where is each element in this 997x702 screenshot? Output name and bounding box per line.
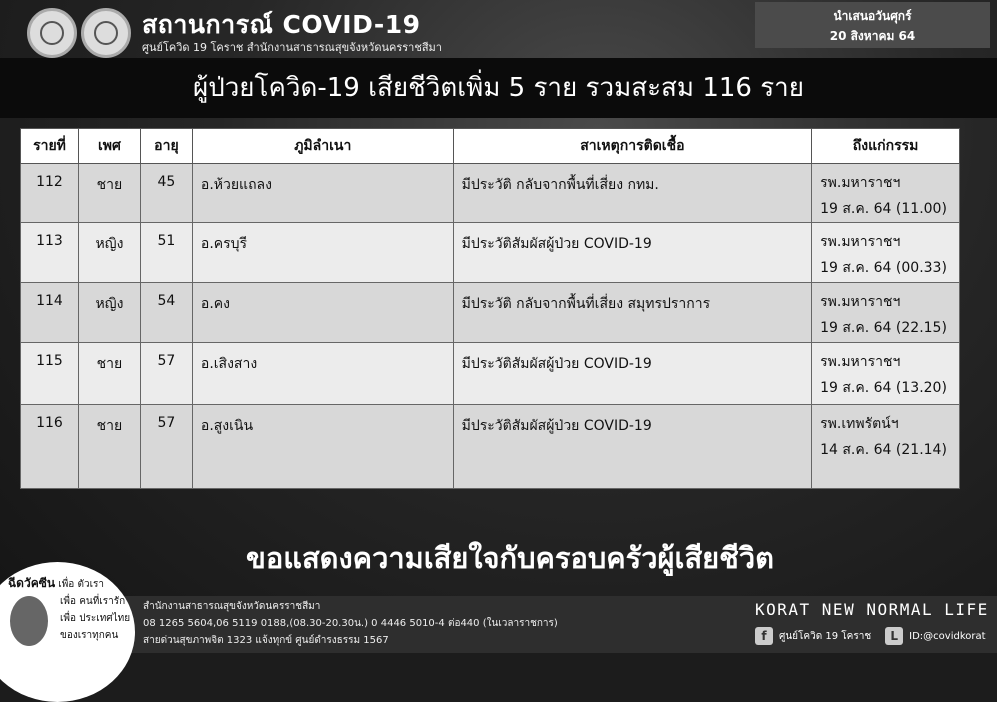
age: 54 [139,282,193,343]
age: 45 [139,163,193,223]
page-subtitle: ศูนย์โควิด 19 โคราช สำนักงานสาธารณสุขจัง… [142,41,442,54]
age: 51 [139,222,193,283]
provincial-seal-logo [27,8,77,58]
death-time: 19 ส.ค. 64 (22.15) [820,320,947,336]
death-time: 14 ส.ค. 64 (21.14) [820,442,947,458]
condolence-message: ขอแสดงความเสียใจกับครอบครัวผู้เสียชีวิต [246,541,774,575]
death-info: รพ.มหาราชฯ 19 ส.ค. 64 (13.20) [811,342,960,405]
death-info: รพ.มหาราชฯ 19 ส.ค. 64 (11.00) [811,163,960,223]
vaccine-title: ฉีดวัคซีน [8,576,56,590]
vaccine-slogan: ฉีดวัคซีน เพื่อ ตัวเรา เพื่อ คนที่เรารัก… [8,575,130,644]
facebook-page[interactable]: ศูนย์โควิด 19 โคราช [779,630,872,642]
date-label: นำเสนอวันศุกร์ [833,9,912,23]
column-header: อายุ [139,128,193,164]
slogan: KORAT NEW NORMAL LIFE [755,600,989,619]
table-row: 112 ชาย 45 อ.ห้วยแถลง มีประวัติ กลับจากพื้นท… [20,163,960,223]
infection-cause: มีประวัติสัมผัสผู้ป่วย COVID-19 [452,222,813,283]
vaccine-line: เพื่อ คนที่เรารัก [60,596,126,607]
column-header: ถึงแก่กรรม [811,128,960,164]
case-number: 114 [20,282,79,343]
death-time: 19 ส.ค. 64 (13.20) [820,380,947,396]
hospital: รพ.เทพรัตน์ฯ [820,416,899,432]
social-links: f ศูนย์โควิด 19 โคราช L ID:@covidkorat [755,627,986,645]
case-number: 116 [20,404,79,489]
vaccine-line: เพื่อ ตัวเรา [58,579,104,590]
death-info: รพ.เทพรัตน์ฯ 14 ส.ค. 64 (21.14) [811,404,960,489]
column-header: ภูมิลำเนา [191,128,454,164]
phone-numbers: 08 1265 5604,06 5119 0188,(08.30-20.30น.… [143,618,558,629]
age: 57 [139,342,193,405]
vaccine-line: ของเราทุกคน [60,630,119,641]
district: อ.สูงเนิน [191,404,454,489]
line-icon: L [885,627,904,645]
case-number: 112 [20,163,79,223]
syringe-icon [10,596,48,646]
sex: ชาย [77,163,141,223]
district: อ.ครบุรี [191,222,454,283]
infection-cause: มีประวัติสัมผัสผู้ป่วย COVID-19 [452,404,813,489]
case-number: 113 [20,222,79,283]
sex: ชาย [77,404,141,489]
page-title: สถานการณ์ COVID-19 [142,10,421,39]
vaccine-line: เพื่อ ประเทศไทย [60,613,131,624]
infection-cause: มีประวัติ กลับจากพื้นที่เสี่ยง สมุทรปราก… [452,282,813,343]
table-row: 115 ชาย 57 อ.เสิงสาง มีประวัติสัมผัสผู้ป่วย … [20,342,960,405]
deaths-table: รายที่ เพศ อายุ ภูมิลำเนา สาเหตุการติดเช… [20,128,960,489]
district: อ.คง [191,282,454,343]
contact-info: สำนักงานสาธารณสุขจังหวัดนครราชสีมา 08 12… [143,598,558,649]
facebook-icon: f [755,627,773,645]
sex: หญิง [77,282,141,343]
hotline-info: สายด่วนสุขภาพจิต 1323 แจ้งทุกข์ ศูนย์ดำร… [143,635,389,646]
org-name: สำนักงานสาธารณสุขจังหวัดนครราชสีมา [143,601,321,612]
hospital: รพ.มหาราชฯ [820,294,901,310]
age: 57 [139,404,193,489]
hospital: รพ.มหาราชฯ [820,234,901,250]
column-header: เพศ [77,128,141,164]
hospital: รพ.มหาราชฯ [820,354,901,370]
column-header: รายที่ [20,128,79,164]
date-value: 20 สิงหาคม 64 [829,29,916,43]
case-number: 115 [20,342,79,405]
table-row: 113 หญิง 51 อ.ครบุรี มีประวัติสัมผัสผู้ป่วย … [20,222,960,283]
infection-cause: มีประวัติ กลับจากพื้นที่เสี่ยง กทม. [452,163,813,223]
line-id[interactable]: ID:@covidkorat [909,630,986,642]
table-row: 116 ชาย 57 อ.สูงเนิน มีประวัติสัมผัสผู้ป่วย … [20,404,960,489]
footer-bar [0,596,997,653]
sex: ชาย [77,342,141,405]
death-info: รพ.มหาราชฯ 19 ส.ค. 64 (22.15) [811,282,960,343]
death-time: 19 ส.ค. 64 (11.00) [820,201,947,217]
sex: หญิง [77,222,141,283]
ministry-of-health-logo [81,8,131,58]
district: อ.ห้วยแถลง [191,163,454,223]
death-info: รพ.มหาราชฯ 19 ส.ค. 64 (00.33) [811,222,960,283]
death-time: 19 ส.ค. 64 (00.33) [820,260,947,276]
date-box: นำเสนอวันศุกร์ 20 สิงหาคม 64 [755,2,990,48]
table-header-row: รายที่ เพศ อายุ ภูมิลำเนา สาเหตุการติดเช… [20,128,960,164]
column-header: สาเหตุการติดเชื้อ [452,128,813,164]
infection-cause: มีประวัติสัมผัสผู้ป่วย COVID-19 [452,342,813,405]
headline-banner: ผู้ป่วยโควิด-19 เสียชีวิตเพิ่ม 5 ราย รวม… [0,58,997,118]
hospital: รพ.มหาราชฯ [820,175,901,191]
table-row: 114 หญิง 54 อ.คง มีประวัติ กลับจากพื้นที่เสี… [20,282,960,343]
district: อ.เสิงสาง [191,342,454,405]
